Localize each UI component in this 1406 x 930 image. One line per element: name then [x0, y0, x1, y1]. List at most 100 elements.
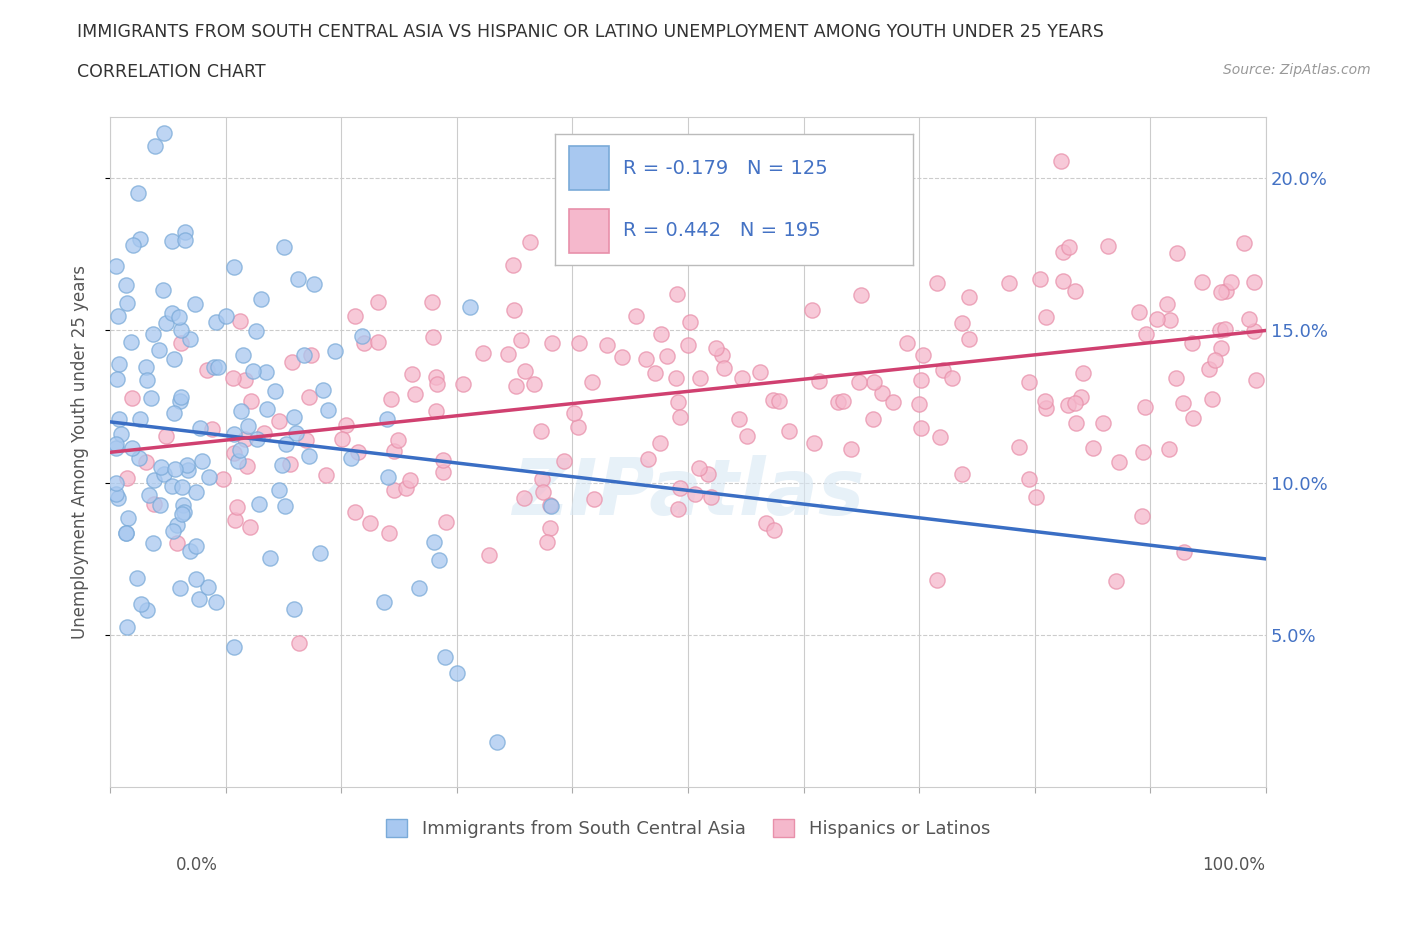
Point	[748, 365, 770, 379]
Point	[827, 394, 849, 409]
Point	[626, 309, 648, 324]
Point	[231, 404, 253, 418]
Point	[222, 640, 245, 655]
Point	[170, 507, 193, 522]
Point	[283, 602, 305, 617]
Point	[1057, 240, 1080, 255]
Point	[669, 481, 692, 496]
Point	[202, 359, 225, 374]
Point	[249, 291, 271, 306]
Point	[184, 538, 207, 553]
Point	[530, 472, 553, 486]
Point	[104, 441, 127, 456]
Point	[453, 377, 475, 392]
Text: IMMIGRANTS FROM SOUTH CENTRAL ASIA VS HISPANIC OR LATINO UNEMPLOYMENT AMONG YOUT: IMMIGRANTS FROM SOUTH CENTRAL ASIA VS HI…	[77, 23, 1104, 41]
Point	[486, 734, 509, 749]
Point	[170, 336, 193, 351]
Point	[1132, 445, 1154, 459]
Point	[215, 309, 238, 324]
Point	[768, 393, 790, 408]
Point	[129, 412, 152, 427]
Point	[1070, 389, 1092, 404]
Point	[377, 470, 399, 485]
Point	[309, 546, 332, 561]
Point	[610, 350, 633, 365]
Point	[426, 377, 449, 392]
Point	[150, 460, 173, 475]
Point	[425, 403, 447, 418]
Point	[142, 535, 165, 550]
Point	[731, 371, 754, 386]
Point	[683, 486, 706, 501]
Point	[236, 458, 259, 473]
Point	[173, 232, 195, 247]
Point	[292, 348, 315, 363]
Point	[636, 352, 658, 366]
Point	[235, 432, 257, 446]
Point	[1233, 235, 1256, 250]
Point	[198, 470, 221, 485]
Point	[107, 308, 129, 323]
Point	[1018, 472, 1040, 486]
Point	[839, 442, 862, 457]
Point	[169, 580, 191, 595]
Point	[281, 354, 304, 369]
Point	[347, 445, 370, 459]
Point	[755, 516, 778, 531]
Point	[432, 453, 454, 468]
Point	[395, 481, 418, 496]
Point	[201, 421, 224, 436]
Point	[910, 420, 932, 435]
Point	[1052, 273, 1074, 288]
Point	[152, 283, 174, 298]
Point	[135, 455, 157, 470]
Point	[259, 551, 281, 565]
Point	[120, 335, 142, 350]
Point	[851, 288, 873, 303]
Point	[110, 427, 132, 442]
Point	[1035, 401, 1057, 416]
Point	[170, 390, 193, 405]
Point	[427, 552, 450, 567]
Point	[145, 139, 167, 153]
Point	[269, 483, 291, 498]
Point	[458, 300, 481, 315]
Point	[762, 392, 785, 407]
Point	[170, 480, 193, 495]
Point	[121, 391, 143, 405]
Point	[957, 332, 980, 347]
Point	[1052, 245, 1074, 259]
Point	[912, 348, 935, 363]
Point	[163, 352, 186, 366]
Point	[149, 498, 172, 512]
Point	[207, 359, 229, 374]
Point	[160, 233, 183, 248]
Point	[195, 363, 218, 378]
Point	[246, 432, 269, 446]
Point	[105, 372, 128, 387]
Point	[373, 594, 395, 609]
Point	[655, 349, 678, 364]
Point	[582, 492, 605, 507]
Point	[908, 397, 931, 412]
Point	[1071, 365, 1094, 380]
Point	[142, 327, 165, 342]
Point	[1204, 352, 1226, 367]
Point	[1239, 312, 1261, 326]
Point	[115, 525, 138, 540]
Point	[434, 515, 457, 530]
Point	[957, 289, 980, 304]
Point	[910, 373, 932, 388]
Point	[1209, 323, 1232, 338]
Point	[665, 371, 688, 386]
Point	[167, 310, 190, 325]
Y-axis label: Unemployment Among Youth under 25 years: Unemployment Among Youth under 25 years	[72, 265, 89, 639]
Point	[700, 489, 723, 504]
Point	[287, 272, 309, 286]
Point	[1066, 415, 1088, 430]
Legend: Immigrants from South Central Asia, Hispanics or Latinos: Immigrants from South Central Asia, Hisp…	[378, 812, 997, 845]
Point	[115, 277, 138, 292]
Point	[236, 418, 259, 433]
Point	[676, 338, 699, 352]
Point	[153, 126, 176, 140]
